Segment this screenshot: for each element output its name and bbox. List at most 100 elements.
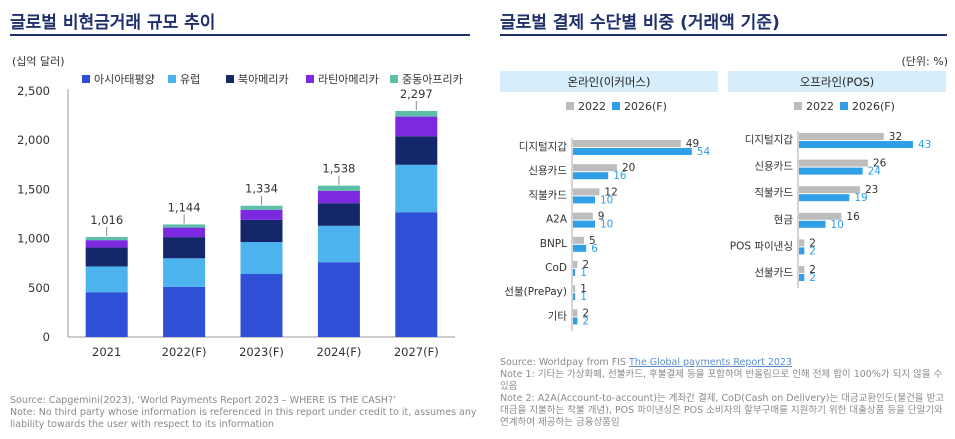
bar-segment-2-0: [85, 247, 128, 267]
hbar-value-label: 1: [580, 283, 587, 295]
hbar-category-label: 신용카드: [754, 161, 793, 173]
bar-total-label: 1,334: [245, 182, 278, 196]
legend-swatch-4: [390, 75, 398, 83]
hbar-value-label: 1: [580, 291, 587, 303]
hbar-bar-0-5: [573, 261, 578, 268]
right-title-rule: [500, 34, 947, 36]
hbar-value-label: 49: [686, 138, 699, 150]
hbar-category-label: 직불카드: [528, 189, 567, 201]
hbar-category-label: A2A: [546, 214, 568, 226]
hbar-value-label: 23: [865, 184, 878, 196]
hbar-value-label: 2: [809, 264, 816, 276]
hbar-bar-0-7: [573, 309, 578, 317]
hbar-bar-1-6: [573, 293, 576, 301]
hbar-value-label: 20: [622, 162, 635, 174]
hbar-legend-label-1: 2026(F): [852, 100, 895, 113]
hbar-legend-swatch-1: [612, 102, 620, 110]
legend-swatch-3: [306, 75, 314, 83]
hbar-bar-0-4: [799, 239, 805, 247]
hbar-value-label: 43: [918, 139, 931, 151]
bar-segment-0-4: [395, 212, 438, 337]
bar-segment-2-2: [240, 219, 283, 243]
bar-total-label: 1,538: [322, 162, 355, 176]
hbar-bar-1-7: [573, 317, 578, 325]
hbar-value-label: 12: [604, 186, 617, 198]
bar-segment-2-3: [317, 203, 360, 226]
hbar-value-label: 2: [809, 237, 816, 249]
hbar-bar-0-3: [573, 212, 593, 220]
stacked-bar-chart: (십억 달러) 아시아태평양 유럽 북아메리카 라틴아메리카 중동아프리카 0 500 1,…: [12, 55, 463, 359]
hbar-bar-0-2: [573, 188, 600, 196]
x-tick-label: 2023(F): [239, 345, 284, 359]
hbar-category-label: 기타: [548, 310, 568, 322]
right-note-1: Note 1: 기타는 가상화폐, 선불카드, 후불결제 등을 포함하며 반올림…: [500, 369, 943, 392]
bar-segment-0-0: [85, 292, 128, 337]
hbar-value-label: 10: [600, 219, 613, 231]
hbar-bar-0-2: [799, 186, 860, 194]
bar-segment-4-4: [395, 110, 438, 117]
bar-segment-0-2: [240, 274, 283, 337]
panel-header-band: [728, 71, 946, 92]
bar-segment-3-2: [240, 209, 283, 220]
bar-segment-0-3: [317, 262, 360, 337]
hbar-bar-1-4: [573, 244, 587, 252]
hbar-bar-0-1: [799, 159, 868, 167]
hbar-legend-swatch-0: [794, 102, 802, 110]
bar-segment-3-0: [85, 240, 128, 248]
bar-segment-4-3: [317, 185, 360, 191]
left-chart-title: 글로벌 비현금거래 규모 추이: [10, 13, 216, 33]
bar-segment-3-3: [317, 190, 360, 204]
hbar-bar-1-1: [573, 172, 609, 180]
bar-segment-3-1: [163, 227, 206, 238]
bar-segment-3-4: [395, 116, 438, 137]
hbar-bar-1-3: [573, 220, 595, 228]
hbar-value-label: 2: [809, 245, 816, 257]
hbar-legend-label-1: 2026(F): [624, 100, 667, 113]
bar-total-label: 1,016: [90, 213, 123, 227]
hbar-value-label: 19: [854, 192, 867, 204]
legend-swatch-0: [82, 75, 90, 83]
bar-segment-2-1: [163, 237, 206, 259]
hbar-bar-0-5: [799, 266, 805, 273]
hbar-value-label: 9: [598, 211, 605, 223]
hbar-bar-1-5: [799, 274, 805, 281]
hbar-value-label: 1: [580, 267, 587, 279]
hbar-value-label: 2: [582, 307, 589, 319]
hbar-value-label: 32: [889, 131, 902, 143]
bar-segment-1-0: [85, 266, 128, 293]
panel-header-band: [500, 71, 718, 92]
hbar-bar-0-0: [573, 140, 681, 147]
right-unit-label: (단위: %): [902, 55, 948, 68]
right-note-2: Note 2: A2A(Account-to-account)는 계좌간 결제,…: [500, 393, 945, 428]
hbar-bar-1-0: [799, 141, 913, 148]
hbar-category-label: 선불(PrePay): [504, 286, 567, 298]
x-tick-label: 2027(F): [394, 345, 439, 359]
y-tick-label: 1,000: [17, 232, 50, 246]
legend-swatch-1: [168, 75, 176, 83]
bar-segment-4-0: [85, 237, 128, 241]
stacked-chart-axes: 0 500 1,000 1,500 2,000 2,500: [17, 84, 455, 344]
bar-total-label: 1,144: [168, 200, 201, 214]
hbar-category-label: POS 파이낸싱: [730, 240, 793, 252]
hbar-bar-0-0: [799, 133, 884, 140]
hbar-value-label: 16: [613, 170, 627, 182]
x-tick-label: 2022(F): [162, 345, 207, 359]
y-axis-unit-label: (십억 달러): [12, 55, 65, 68]
right-source: Source: Worldpay from FIS The Global pay…: [500, 357, 950, 369]
hbar-value-label: 24: [868, 166, 882, 178]
hbar-legend-swatch-0: [566, 102, 574, 110]
x-tick-label: 2024(F): [316, 345, 361, 359]
bar-segment-1-4: [395, 164, 438, 213]
hbar-bar-1-2: [573, 196, 595, 204]
left-source-note: Source: Capgemini(2023), ‘World Payments…: [10, 395, 480, 431]
y-tick-label: 2,500: [17, 84, 50, 98]
y-tick-label: 1,500: [17, 182, 50, 196]
hbar-value-label: 10: [831, 219, 844, 231]
hbar-value-label: 26: [873, 158, 887, 170]
panel-header-title: 온라인(이커머스): [567, 75, 650, 89]
hbar-category-label: 선불카드: [754, 267, 793, 279]
hbar-bar-0-1: [573, 164, 617, 172]
hbar-bar-1-2: [799, 194, 850, 202]
report-link[interactable]: The Global payments Report 2023: [629, 357, 793, 368]
